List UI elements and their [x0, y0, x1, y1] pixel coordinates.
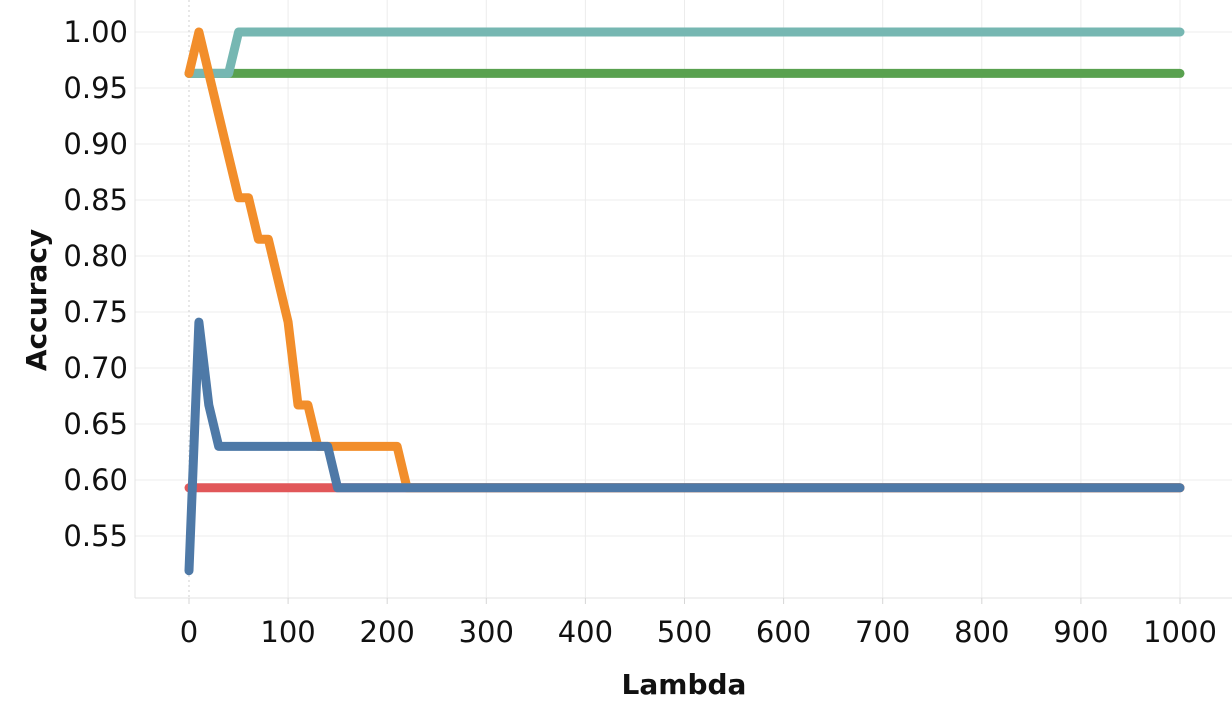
y-tick-label: 0.60: [63, 463, 128, 497]
x-tick-label: 1000: [1143, 615, 1217, 649]
series-line-5: [184, 317, 1185, 576]
x-tick-label: 100: [260, 615, 315, 649]
x-tick-label: 500: [657, 615, 712, 649]
x-tick-label: 300: [459, 615, 514, 649]
y-tick-label: 1.00: [63, 15, 128, 49]
x-tick-label: 200: [360, 615, 415, 649]
axis-layer: [134, 0, 1232, 604]
y-tick-label: 0.80: [63, 239, 128, 273]
x-tick-label: 400: [558, 615, 613, 649]
grid-layer: [135, 0, 1232, 598]
series-line-4: [184, 27, 1185, 493]
x-tick-label: 900: [1053, 615, 1108, 649]
x-axis-title: Lambda: [622, 668, 747, 701]
x-tick-label: 700: [855, 615, 910, 649]
x-tick-label: 800: [954, 615, 1009, 649]
y-tick-label: 0.95: [63, 71, 128, 105]
y-tick-label: 0.70: [63, 351, 128, 385]
y-tick-label: 0.90: [63, 127, 128, 161]
y-tick-label: 0.85: [63, 183, 128, 217]
x-tick-label: 0: [180, 615, 198, 649]
x-tick-label: 600: [756, 615, 811, 649]
y-tick-label: 0.55: [63, 519, 128, 553]
y-tick-label: 0.65: [63, 407, 128, 441]
series-layer: [184, 27, 1185, 576]
label-layer: 0.55 0.60 0.65 0.70 0.75 0.80 0.85 0.90 0.95 1.00…: [63, 15, 1216, 649]
y-axis-title: Accuracy: [20, 229, 53, 371]
y-tick-label: 0.75: [63, 295, 128, 329]
